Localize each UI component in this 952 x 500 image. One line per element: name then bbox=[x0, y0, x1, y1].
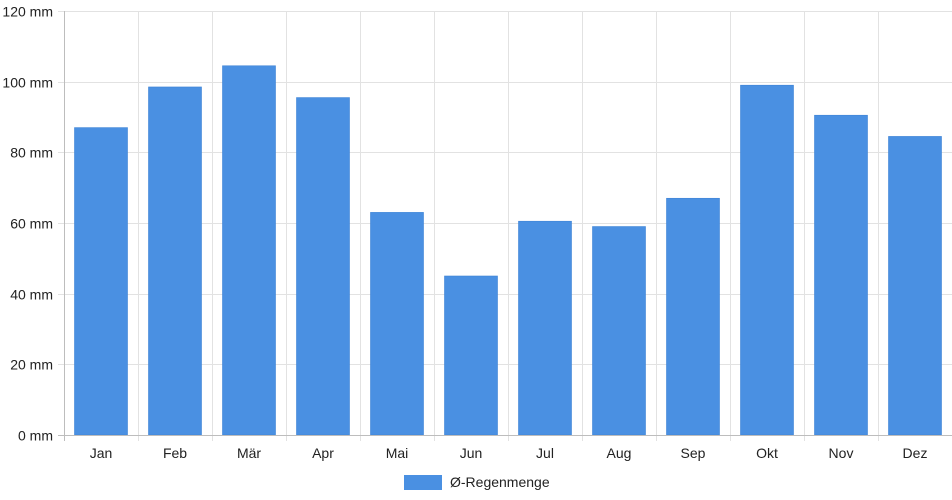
y-tick-label: 120 mm bbox=[2, 4, 53, 20]
bar-apr[interactable] bbox=[296, 97, 350, 436]
bar-feb[interactable] bbox=[148, 86, 202, 436]
x-tick-label: Apr bbox=[312, 445, 334, 461]
legend[interactable]: Ø-Regenmenge bbox=[404, 474, 550, 490]
y-tick-label: 60 mm bbox=[10, 216, 53, 232]
bar-mai[interactable] bbox=[370, 212, 424, 436]
bar-jan[interactable] bbox=[74, 127, 128, 436]
legend-label: Ø-Regenmenge bbox=[450, 474, 550, 490]
y-tick-label: 100 mm bbox=[2, 75, 53, 91]
y-tick-label: 80 mm bbox=[10, 145, 53, 161]
bar-aug[interactable] bbox=[592, 226, 646, 436]
x-tick-label: Dez bbox=[903, 445, 928, 461]
x-tick-label: Mär bbox=[237, 445, 261, 461]
x-tick-label: Mai bbox=[386, 445, 409, 461]
y-tick-label: 40 mm bbox=[10, 287, 53, 303]
grid-lines bbox=[58, 11, 952, 441]
bar-jul[interactable] bbox=[518, 220, 572, 436]
legend-swatch bbox=[404, 475, 442, 490]
bar-nov[interactable] bbox=[814, 114, 868, 436]
bar-dez[interactable] bbox=[888, 136, 942, 436]
x-tick-label: Feb bbox=[163, 445, 187, 461]
x-tick-label: Okt bbox=[756, 445, 778, 461]
y-tick-label: 0 mm bbox=[18, 428, 53, 444]
bars bbox=[74, 65, 942, 436]
x-tick-label: Nov bbox=[829, 445, 854, 461]
x-tick-label: Aug bbox=[607, 445, 632, 461]
x-tick-label: Sep bbox=[681, 445, 706, 461]
axes bbox=[58, 11, 952, 441]
x-tick-label: Jul bbox=[536, 445, 554, 461]
bar-okt[interactable] bbox=[740, 84, 794, 436]
bar-mär[interactable] bbox=[222, 65, 276, 436]
x-tick-label: Jun bbox=[460, 445, 483, 461]
y-tick-label: 20 mm bbox=[10, 357, 53, 373]
y-tick-labels: 0 mm 20 mm 40 mm 60 mm 80 mm 100 mm 120 mm bbox=[2, 4, 53, 444]
bar-jun[interactable] bbox=[444, 275, 498, 436]
x-tick-label: Jan bbox=[90, 445, 113, 461]
x-tick-labels: Jan Feb Mär Apr Mai Jun Jul Aug Sep Okt Nov Dez bbox=[90, 445, 928, 461]
bar-sep[interactable] bbox=[666, 197, 720, 436]
